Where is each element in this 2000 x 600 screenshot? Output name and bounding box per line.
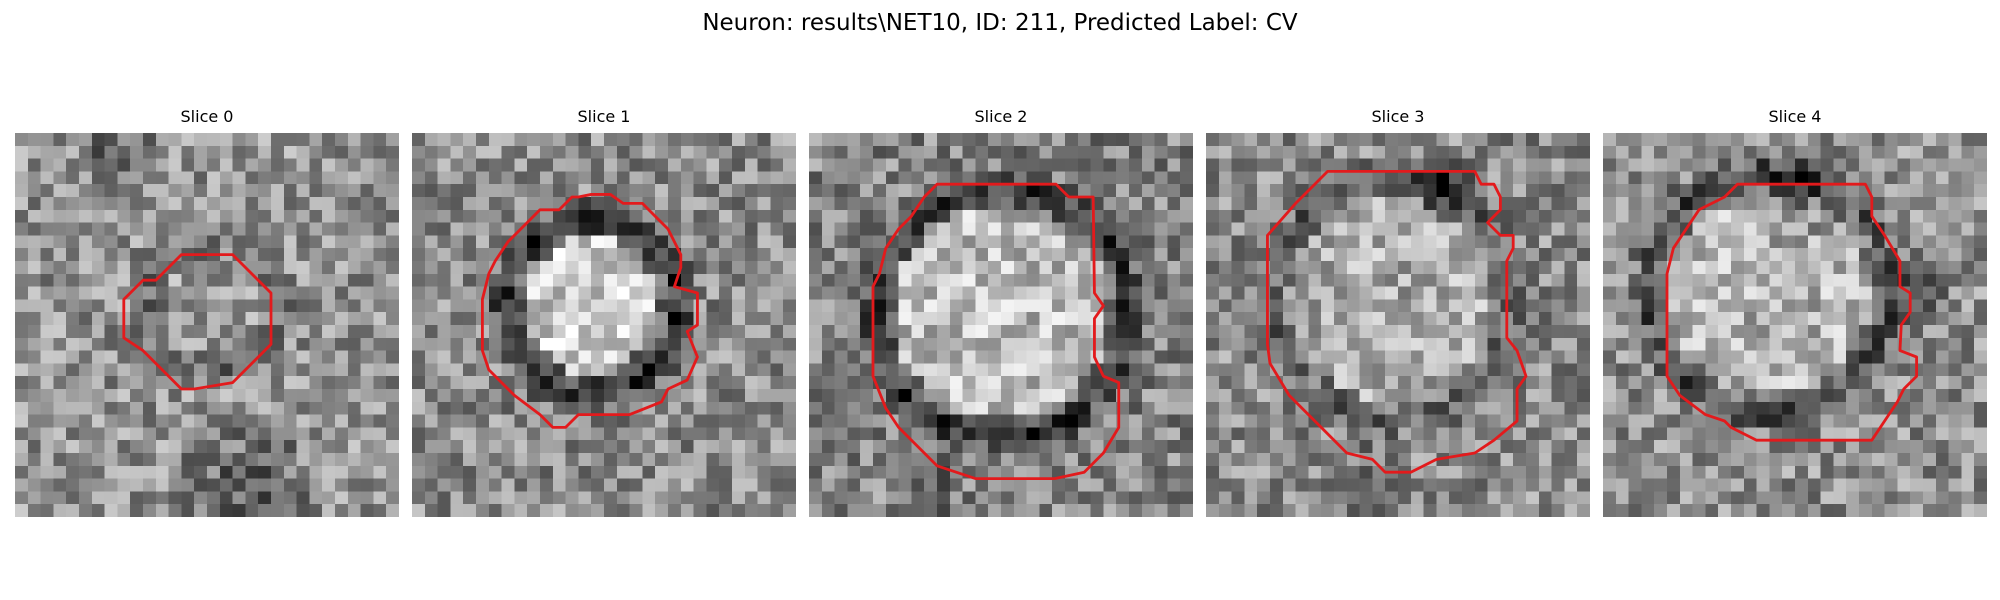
slice-image-0 <box>15 133 399 517</box>
segmentation-contour-4 <box>1665 182 1919 442</box>
slice-image-2 <box>809 133 1193 517</box>
slice-image-3 <box>1206 133 1590 517</box>
slice-title-4: Slice 4 <box>1768 107 1822 126</box>
segmentation-contour-2 <box>871 182 1121 481</box>
figure-title: Neuron: results\NET10, ID: 211, Predicte… <box>702 10 1298 36</box>
slice-title-0: Slice 0 <box>180 107 234 126</box>
segmentation-contour-3 <box>1266 169 1528 474</box>
slice-title-3: Slice 3 <box>1371 107 1425 126</box>
slice-title-2: Slice 2 <box>974 107 1028 126</box>
slice-image-1 <box>412 133 796 517</box>
slice-image-4 <box>1603 133 1987 517</box>
slice-title-1: Slice 1 <box>577 107 631 126</box>
segmentation-contour-0 <box>122 253 273 391</box>
segmentation-contour-1 <box>480 193 699 429</box>
